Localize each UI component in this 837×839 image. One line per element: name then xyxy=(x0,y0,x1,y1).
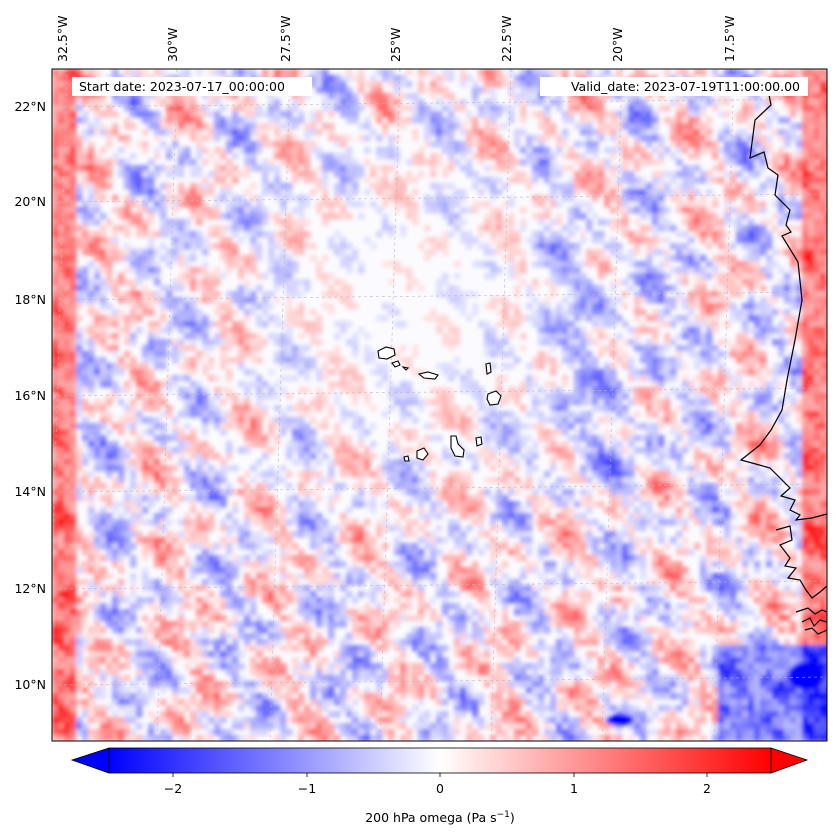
lat-label-16n: 16°N xyxy=(14,388,46,403)
lat-label-18n: 18°N xyxy=(14,292,46,307)
coastline-guinea xyxy=(775,525,827,599)
island-brava xyxy=(403,455,410,462)
colorbar: −2 −1 0 1 2 200 hPa omega (Pa s−1) xyxy=(70,747,809,825)
colorbar-body xyxy=(108,747,772,774)
lon-label-30w: 30°W xyxy=(165,27,180,62)
longitude-labels: 32.5°W 30°W 27.5°W 25°W 22.5°W 20°W 17.5… xyxy=(55,16,737,62)
cb-tick-label-1: 1 xyxy=(570,781,578,796)
cape-verde-islands xyxy=(377,346,502,462)
lon-label-25w: 25°W xyxy=(388,27,403,62)
cb-tick-label-2: 2 xyxy=(703,781,711,796)
island-maio xyxy=(475,436,483,447)
lon-label-22.5w: 22.5°W xyxy=(499,16,514,62)
island-santo-antao xyxy=(377,346,396,360)
colorbar-title: 200 hPa omega (Pa s−1) xyxy=(365,810,515,825)
map-frame xyxy=(51,68,828,742)
cb-tick-label-0: 0 xyxy=(436,781,444,796)
island-santiago xyxy=(450,435,465,458)
latitude-labels: 22°N 20°N 18°N 16°N 14°N 12°N 10°N xyxy=(14,99,46,692)
island-sao-vicente xyxy=(391,360,401,368)
map-panel: Start date: 2023-07-17_00:00:00 Valid_da… xyxy=(14,16,828,742)
island-sal xyxy=(485,362,492,375)
start-date-label: Start date: 2023-07-17_00:00:00 xyxy=(79,79,285,94)
lat-label-22n: 22°N xyxy=(14,99,46,114)
lon-label-27.5w: 27.5°W xyxy=(278,16,293,62)
cb-tick-label-minus2: −2 xyxy=(164,781,182,796)
lat-label-10n: 10°N xyxy=(14,677,46,692)
coastline-west-africa xyxy=(739,83,827,635)
colorbar-extend-left xyxy=(70,747,110,774)
colorbar-title-exponent: −1 xyxy=(497,810,510,820)
lon-label-17.5w: 17.5°W xyxy=(722,16,737,62)
island-santa-luzia xyxy=(401,366,410,371)
island-fogo xyxy=(416,447,429,461)
valid-date-label: Valid_date: 2023-07-19T11:00:00.00 xyxy=(571,79,800,94)
lat-label-20n: 20°N xyxy=(14,194,46,209)
coastline-sierra-leone xyxy=(795,607,827,635)
lon-label-20w: 20°W xyxy=(610,27,625,62)
colorbar-ticks xyxy=(172,773,708,777)
lat-label-12n: 12°N xyxy=(14,581,46,596)
island-sao-nicolau xyxy=(417,371,439,380)
coastline-mainland xyxy=(739,83,827,521)
omega-field xyxy=(52,69,827,741)
valid-date-box xyxy=(540,77,808,96)
cb-tick-label-minus1: −1 xyxy=(298,781,316,796)
colorbar-extend-right xyxy=(770,747,809,774)
start-date-box xyxy=(72,77,312,96)
gridlines xyxy=(52,69,827,741)
lat-label-14n: 14°N xyxy=(14,484,46,499)
lon-label-32.5w: 32.5°W xyxy=(55,16,70,62)
island-boa-vista xyxy=(486,390,502,406)
